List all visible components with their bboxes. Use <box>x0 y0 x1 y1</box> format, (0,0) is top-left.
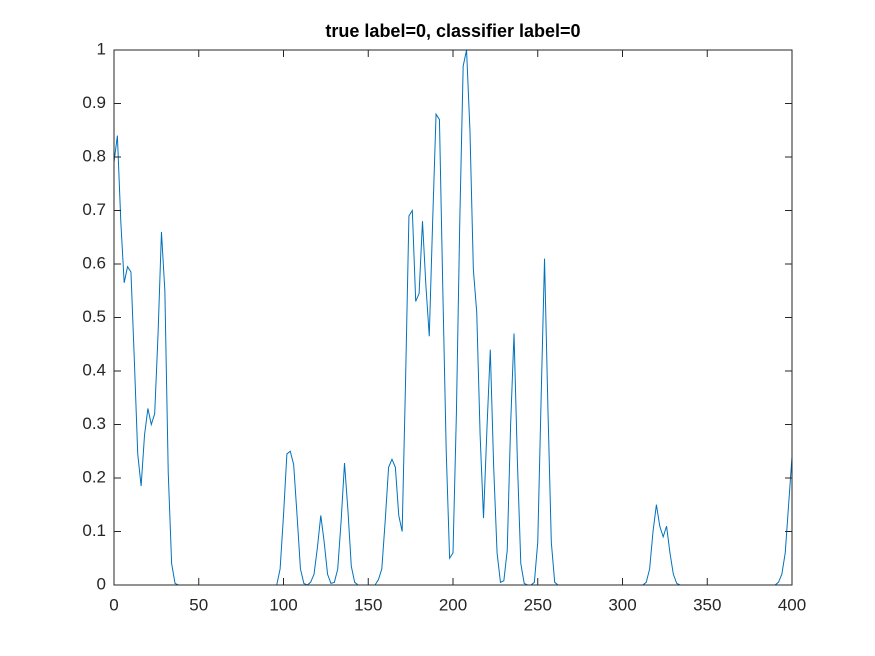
chart-title: true label=0, classifier label=0 <box>325 21 580 41</box>
x-tick-label: 0 <box>109 595 118 614</box>
y-tick-label: 0.4 <box>82 360 106 379</box>
y-tick-label: 0.6 <box>82 253 106 272</box>
x-tick-label: 200 <box>439 595 467 614</box>
x-tick-label: 150 <box>354 595 382 614</box>
y-tick-label: 0.1 <box>82 521 106 540</box>
x-tick-label: 300 <box>608 595 636 614</box>
x-tick-label: 250 <box>524 595 552 614</box>
y-tick-label: 0 <box>97 574 106 593</box>
y-tick-label: 0.5 <box>82 307 106 326</box>
y-tick-label: 0.9 <box>82 93 106 112</box>
y-tick-label: 0.2 <box>82 467 106 486</box>
y-tick-label: 0.7 <box>82 200 106 219</box>
y-tick-label: 0.3 <box>82 414 106 433</box>
x-tick-label: 400 <box>778 595 806 614</box>
x-tick-label: 50 <box>189 595 208 614</box>
x-tick-label: 350 <box>693 595 721 614</box>
y-tick-label: 1 <box>97 39 106 58</box>
x-tick-label: 100 <box>269 595 297 614</box>
y-tick-label: 0.8 <box>82 146 106 165</box>
